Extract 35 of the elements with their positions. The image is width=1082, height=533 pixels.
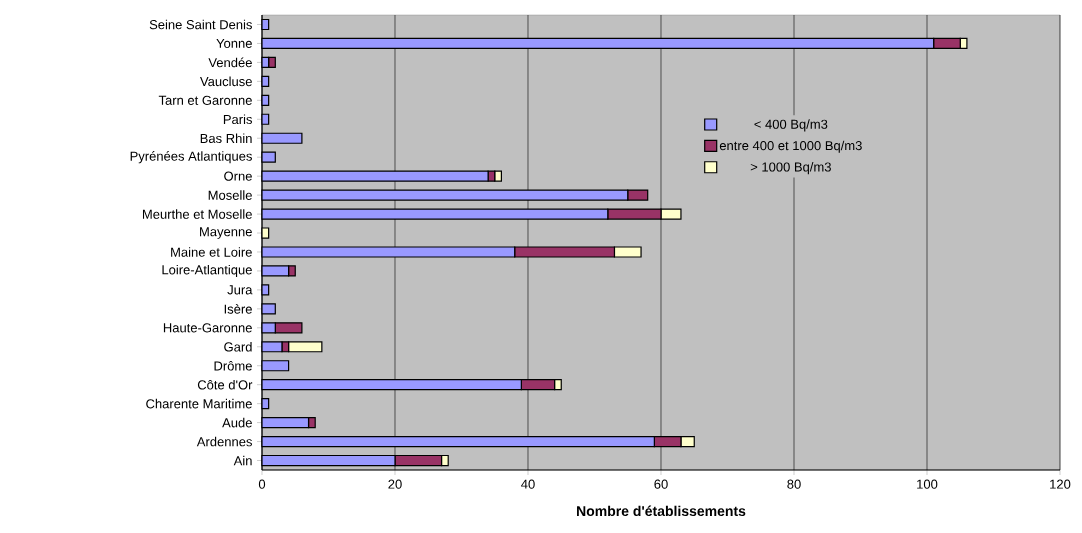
y-tick-label: Charente Maritime xyxy=(146,398,252,409)
x-tick-label: 100 xyxy=(917,479,938,489)
text: < 400 Bq/m3 xyxy=(754,119,828,132)
y-tick-label: Ardennes xyxy=(196,436,252,447)
x-tick-label: 20 xyxy=(388,479,402,489)
x-axis-title: Nombre d'établissements xyxy=(577,505,746,517)
y-tick-label: Meurthe et Moselle xyxy=(142,209,252,219)
legend-label: entre 400 et 1000 Bq/m3 xyxy=(719,140,862,153)
y-tick-label: Jura xyxy=(227,285,253,295)
y-tick-label: Paris xyxy=(223,114,252,125)
x-tick-label: 120 xyxy=(1050,479,1071,489)
y-tick-label: Aude xyxy=(222,417,252,428)
x-tick-label: 0 xyxy=(258,479,266,489)
y-tick-label: Loire-Atlantique xyxy=(162,264,252,277)
x-tick-label: 80 xyxy=(787,479,801,489)
x-tick-label: 40 xyxy=(521,479,535,489)
y-tick-label: Moselle xyxy=(208,190,252,200)
y-tick-label: Ain xyxy=(233,455,252,466)
y-tick-label: Gard xyxy=(224,342,252,352)
x-tick-label: 60 xyxy=(654,479,668,489)
y-tick-label: Côte d'Or xyxy=(197,379,253,390)
text: > 1000 Bq/m3 xyxy=(750,162,831,175)
y-tick-label: Pyrénées Atlantiques xyxy=(130,151,252,164)
y-tick-label: Orne xyxy=(224,171,252,181)
y-tick-label: Yonne xyxy=(216,38,252,48)
y-tick-label: Haute-Garonne xyxy=(163,323,252,333)
y-tick-label: Vaucluse xyxy=(200,76,252,87)
y-tick-label: Mayenne xyxy=(200,227,252,239)
y-tick-label: Tarn et Garonne xyxy=(158,95,252,105)
y-tick-label: Isère xyxy=(224,304,252,314)
y-tick-label: Vendée xyxy=(208,57,252,68)
y-tick-label: Drôme xyxy=(214,360,252,371)
y-tick-label: Maine et Loire xyxy=(171,247,252,257)
y-tick-label: Seine Saint Denis xyxy=(149,19,252,30)
y-tick-label: Bas Rhin xyxy=(200,133,252,143)
